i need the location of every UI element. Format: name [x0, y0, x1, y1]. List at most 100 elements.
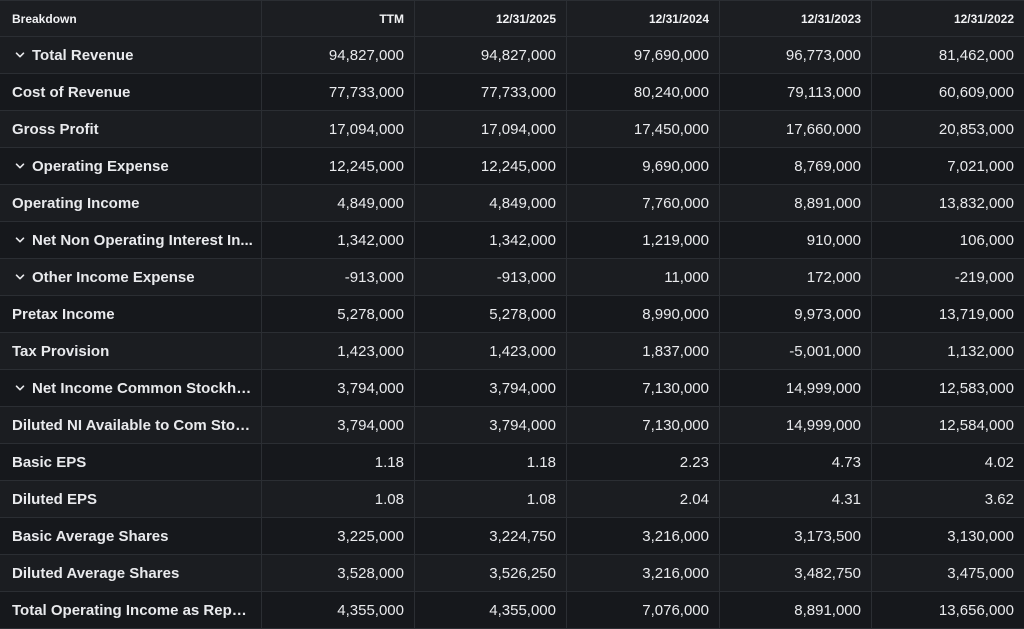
- chevron-down-icon[interactable]: [14, 382, 26, 394]
- table-row[interactable]: Net Non Operating Interest In... 1,342,00…: [0, 222, 1024, 259]
- chevron-down-icon[interactable]: [14, 160, 26, 172]
- row-label-cell: Pretax Income: [0, 296, 262, 332]
- value-cell-2022: 81,462,000: [938, 46, 1014, 64]
- table-row: Diluted Average Shares 3,528,000 3,526,250…: [0, 555, 1024, 592]
- row-label: Basic EPS: [12, 453, 87, 471]
- value-cell-ttm: 4,355,000: [262, 592, 415, 628]
- value-cell-ttm: 5,278,000: [262, 296, 415, 332]
- table-row[interactable]: Net Income Common Stockho... 3,794,000 3,7…: [0, 370, 1024, 407]
- value-cell-ttm: 77,733,000: [262, 74, 415, 110]
- value-cell-2025: 3,794,000: [415, 370, 567, 406]
- value-cell-2022: -219,000: [954, 268, 1014, 286]
- value-cell-2023: 3,482,750: [720, 555, 872, 591]
- row-label: Cost of Revenue: [12, 83, 131, 101]
- value-cell-2022: 7,021,000: [947, 157, 1014, 175]
- value-cell-2022: 60,609,000: [938, 83, 1014, 101]
- column-header-2023[interactable]: 12/31/2023: [720, 1, 872, 36]
- value-cell-2025: 3,224,750: [415, 518, 567, 554]
- row-label: Basic Average Shares: [12, 527, 169, 545]
- table-row: Diluted EPS 1.08 1.08 2.04 4.31 3.62: [0, 481, 1024, 518]
- row-label-cell[interactable]: Total Revenue: [0, 37, 262, 73]
- value-cell-ttm: 3,225,000: [262, 518, 415, 554]
- table-row: Diluted NI Available to Com Stoc... 3,794…: [0, 407, 1024, 444]
- table-body: Total Revenue 94,827,000 94,827,000 97,690,…: [0, 37, 1024, 629]
- row-label: Total Operating Income as Repor...: [12, 601, 253, 619]
- chevron-down-icon[interactable]: [14, 49, 26, 61]
- table-row[interactable]: Total Revenue 94,827,000 94,827,000 97,690,…: [0, 37, 1024, 74]
- column-header-2022[interactable]: 12/31/2022: [953, 11, 1014, 26]
- value-cell-2023: 172,000: [720, 259, 872, 295]
- row-label: Diluted NI Available to Com Stoc...: [12, 416, 253, 434]
- row-label: Operating Income: [12, 194, 140, 212]
- value-cell-2025: 3,794,000: [415, 407, 567, 443]
- row-label-cell[interactable]: Net Income Common Stockho...: [0, 370, 262, 406]
- value-cell-2023: 17,660,000: [720, 111, 872, 147]
- row-label-cell: Diluted NI Available to Com Stoc...: [0, 407, 262, 443]
- table-header-row: Breakdown TTM 12/31/2025 12/31/2024 12/3…: [0, 1, 1024, 37]
- value-cell-2023: 14,999,000: [720, 370, 872, 406]
- value-cell-ttm: 3,528,000: [262, 555, 415, 591]
- value-cell-2025: 17,094,000: [415, 111, 567, 147]
- value-cell-ttm: 1,423,000: [262, 333, 415, 369]
- value-cell-2022: 1,132,000: [947, 342, 1014, 360]
- value-cell-2022: 3.62: [984, 490, 1014, 508]
- chevron-down-icon[interactable]: [14, 234, 26, 246]
- value-cell-ttm: 94,827,000: [262, 37, 415, 73]
- column-header-2025[interactable]: 12/31/2025: [415, 1, 567, 36]
- row-label: Net Non Operating Interest In...: [32, 231, 253, 249]
- value-cell-2025: 77,733,000: [415, 74, 567, 110]
- row-label-cell: Basic EPS: [0, 444, 262, 480]
- value-cell-2023: 3,173,500: [720, 518, 872, 554]
- value-cell-2025: 3,526,250: [415, 555, 567, 591]
- value-cell-2025: 5,278,000: [415, 296, 567, 332]
- value-cell-2024: 7,760,000: [567, 185, 720, 221]
- value-cell-2023: 910,000: [720, 222, 872, 258]
- row-label-cell: Gross Profit: [0, 111, 262, 147]
- value-cell-2025: 12,245,000: [415, 148, 567, 184]
- value-cell-ttm: 3,794,000: [262, 370, 415, 406]
- value-cell-2024: 3,216,000: [567, 518, 720, 554]
- value-cell-2022: 106,000: [959, 231, 1014, 249]
- value-cell-2023: 14,999,000: [720, 407, 872, 443]
- row-label-cell[interactable]: Other Income Expense: [0, 259, 262, 295]
- value-cell-2024: 2.04: [567, 481, 720, 517]
- row-label: Gross Profit: [12, 120, 99, 138]
- value-cell-2025: -913,000: [415, 259, 567, 295]
- column-header-2024[interactable]: 12/31/2024: [567, 1, 720, 36]
- column-header-breakdown[interactable]: Breakdown: [0, 1, 262, 36]
- row-label-cell: Operating Income: [0, 185, 262, 221]
- value-cell-2024: 7,130,000: [567, 407, 720, 443]
- value-cell-2024: 2.23: [567, 444, 720, 480]
- value-cell-ttm: 1.18: [262, 444, 415, 480]
- value-cell-2025: 94,827,000: [415, 37, 567, 73]
- value-cell-2023: -5,001,000: [720, 333, 872, 369]
- value-cell-2024: 9,690,000: [567, 148, 720, 184]
- value-cell-2024: 11,000: [567, 259, 720, 295]
- table-row: Pretax Income 5,278,000 5,278,000 8,990,000…: [0, 296, 1024, 333]
- value-cell-ttm: 3,794,000: [262, 407, 415, 443]
- value-cell-ttm: -913,000: [262, 259, 415, 295]
- table-row: Basic EPS 1.18 1.18 2.23 4.73 4.02: [0, 444, 1024, 481]
- table-row: Tax Provision 1,423,000 1,423,000 1,837,000…: [0, 333, 1024, 370]
- row-label: Tax Provision: [12, 342, 110, 360]
- value-cell-2022: 13,832,000: [938, 194, 1014, 212]
- value-cell-2022: 12,583,000: [938, 379, 1014, 397]
- table-row[interactable]: Other Income Expense -913,000 -913,000 11,0…: [0, 259, 1024, 296]
- value-cell-2023: 9,973,000: [720, 296, 872, 332]
- table-row[interactable]: Operating Expense 12,245,000 12,245,000 9,6…: [0, 148, 1024, 185]
- row-label: Diluted Average Shares: [12, 564, 180, 582]
- row-label-cell[interactable]: Net Non Operating Interest In...: [0, 222, 262, 258]
- value-cell-ttm: 17,094,000: [262, 111, 415, 147]
- value-cell-2024: 8,990,000: [567, 296, 720, 332]
- value-cell-2022: 12,584,000: [938, 416, 1014, 434]
- value-cell-2022: 13,656,000: [938, 601, 1014, 619]
- value-cell-2024: 1,219,000: [567, 222, 720, 258]
- value-cell-2024: 80,240,000: [567, 74, 720, 110]
- value-cell-ttm: 12,245,000: [262, 148, 415, 184]
- value-cell-2023: 4.31: [720, 481, 872, 517]
- row-label-cell[interactable]: Operating Expense: [0, 148, 262, 184]
- chevron-down-icon[interactable]: [14, 271, 26, 283]
- column-header-ttm[interactable]: TTM: [262, 1, 415, 36]
- value-cell-ttm: 4,849,000: [262, 185, 415, 221]
